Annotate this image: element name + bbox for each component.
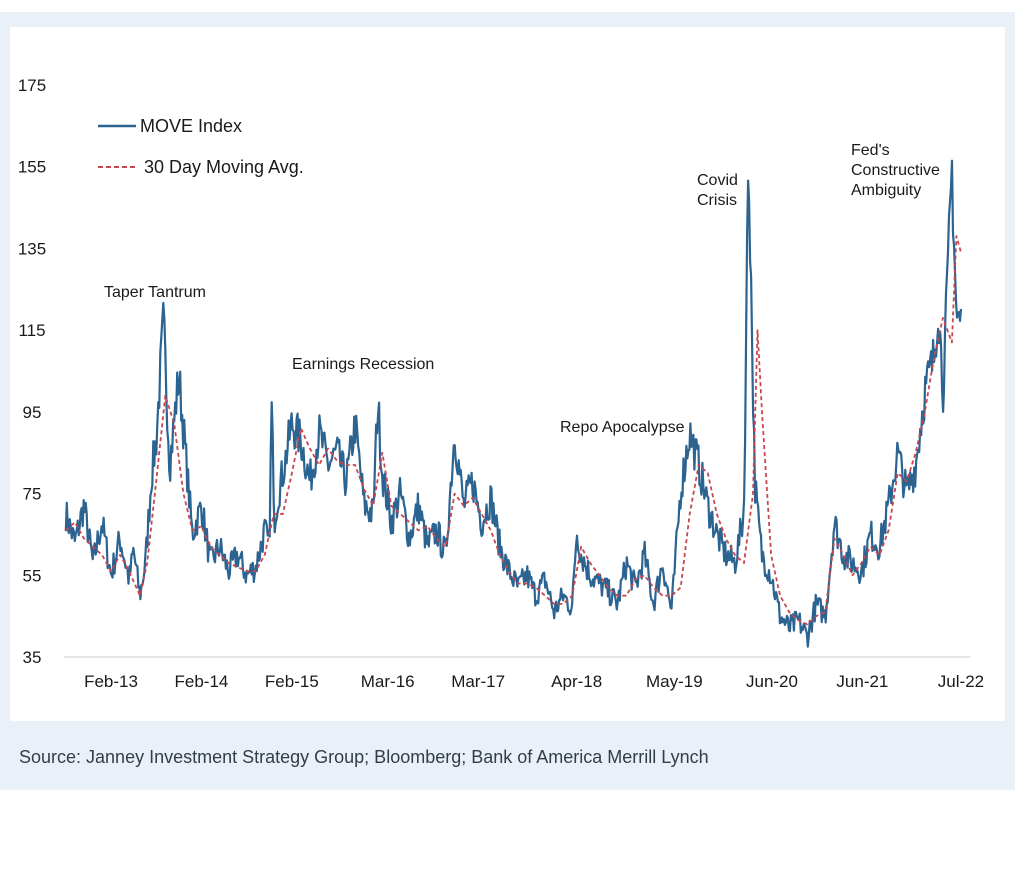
x-tick-label: Feb-14 (174, 672, 228, 691)
legend-label-move: MOVE Index (140, 116, 242, 136)
x-tick-label: Mar-17 (451, 672, 505, 691)
move-index-line (64, 159, 963, 648)
chart-annotation: Ambiguity (851, 182, 921, 199)
x-tick-label: Jul-22 (938, 672, 984, 691)
y-tick-label: 35 (23, 648, 42, 667)
x-tick-label: Jun-21 (836, 672, 888, 691)
chart-annotation: Constructive (851, 162, 940, 179)
chart-annotation: Fed's (851, 142, 890, 159)
x-tick-label: May-19 (646, 672, 703, 691)
y-tick-label: 95 (23, 403, 42, 422)
y-tick-label: 175 (18, 76, 46, 95)
source-note: Source: Janney Investment Strategy Group… (19, 747, 709, 767)
y-tick-label: 135 (18, 239, 46, 258)
chart-annotation: Earnings Recession (292, 356, 434, 373)
chart-annotation: Taper Tantrum (104, 284, 206, 301)
chart-annotation: Repo Apocalypse (560, 419, 685, 436)
chart-annotation: Crisis (697, 192, 737, 209)
moving-average-line (65, 235, 962, 626)
y-tick-label: 155 (18, 158, 46, 177)
chart-svg: 35 55 75 95 115 135 155 175 Feb-13 Feb-14 Feb-15 Ma… (18, 76, 984, 691)
y-tick-label: 55 (23, 566, 42, 585)
y-tick-label: 115 (18, 321, 45, 340)
chart-annotation: Covid (697, 172, 738, 189)
x-tick-label: Jun-20 (746, 672, 798, 691)
legend-label-ma: 30 Day Moving Avg. (144, 157, 304, 177)
plot-area: 35 55 75 95 115 135 155 175 Feb-13 Feb-14 Feb-15 Ma… (10, 27, 1005, 721)
y-tick-label: 75 (23, 485, 42, 504)
x-tick-label: Apr-18 (551, 672, 602, 691)
x-tick-label: Feb-13 (84, 672, 138, 691)
chart-frame: 35 55 75 95 115 135 155 175 Feb-13 Feb-14 Feb-15 Ma… (0, 12, 1015, 790)
x-tick-label: Feb-15 (265, 672, 319, 691)
x-tick-label: Mar-16 (361, 672, 415, 691)
